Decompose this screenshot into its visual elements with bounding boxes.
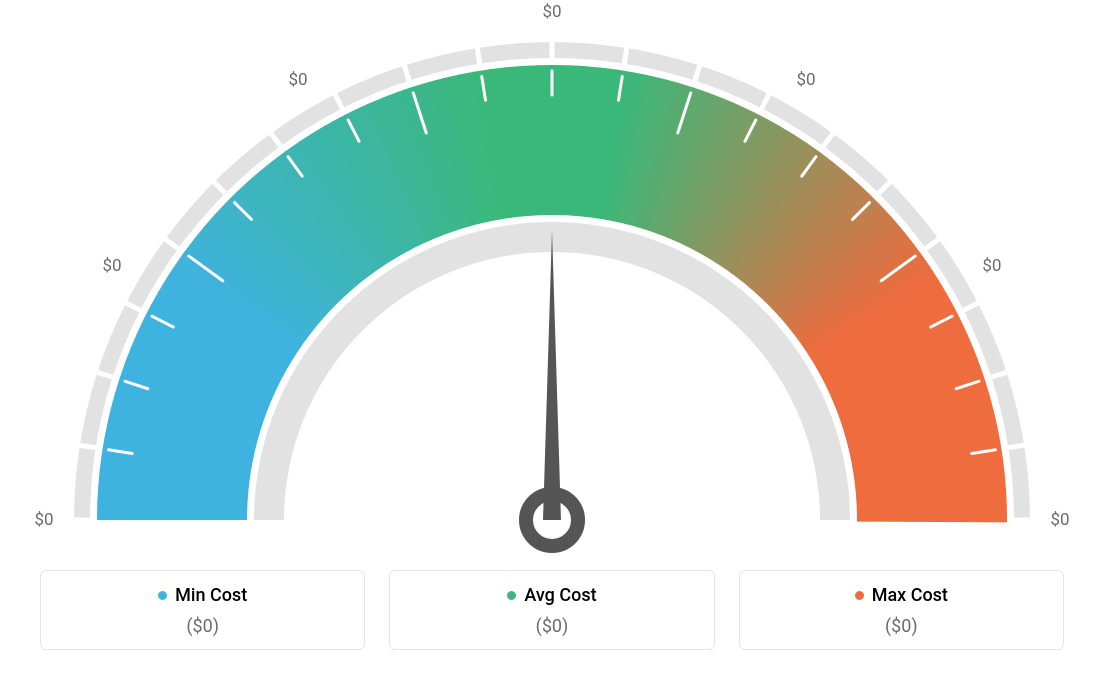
legend-card-max: Max Cost ($0): [739, 570, 1064, 650]
legend-card-avg: Avg Cost ($0): [389, 570, 714, 650]
legend-card-min: Min Cost ($0): [40, 570, 365, 650]
gauge-scale-label: $0: [288, 70, 307, 90]
legend-label-min: Min Cost: [175, 585, 247, 606]
gauge-scale-label: $0: [102, 256, 121, 276]
legend-label-max: Max Cost: [872, 585, 948, 606]
legend-title-avg: Avg Cost: [507, 585, 596, 606]
gauge-scale-label: $0: [542, 2, 561, 22]
cost-gauge-widget: $0 $0 $0 $0 $0 $0 $0 Min Cost ($0) Avg Cost ($…: [0, 0, 1104, 690]
legend-dot-min: [158, 591, 167, 600]
legend-label-avg: Avg Cost: [524, 585, 596, 606]
gauge-scale-label: $0: [982, 256, 1001, 276]
gauge-chart: $0 $0 $0 $0 $0 $0 $0: [0, 0, 1104, 570]
legend-value-max: ($0): [750, 616, 1053, 637]
legend-row: Min Cost ($0) Avg Cost ($0) Max Cost ($0…: [0, 570, 1104, 650]
gauge-scale-label: $0: [34, 510, 53, 530]
legend-title-min: Min Cost: [158, 585, 247, 606]
gauge-scale-label: $0: [796, 70, 815, 90]
gauge-scale-label: $0: [1050, 510, 1069, 530]
gauge-svg: [0, 0, 1104, 570]
legend-title-max: Max Cost: [855, 585, 948, 606]
legend-value-min: ($0): [51, 616, 354, 637]
legend-dot-avg: [507, 591, 516, 600]
legend-value-avg: ($0): [400, 616, 703, 637]
legend-dot-max: [855, 591, 864, 600]
